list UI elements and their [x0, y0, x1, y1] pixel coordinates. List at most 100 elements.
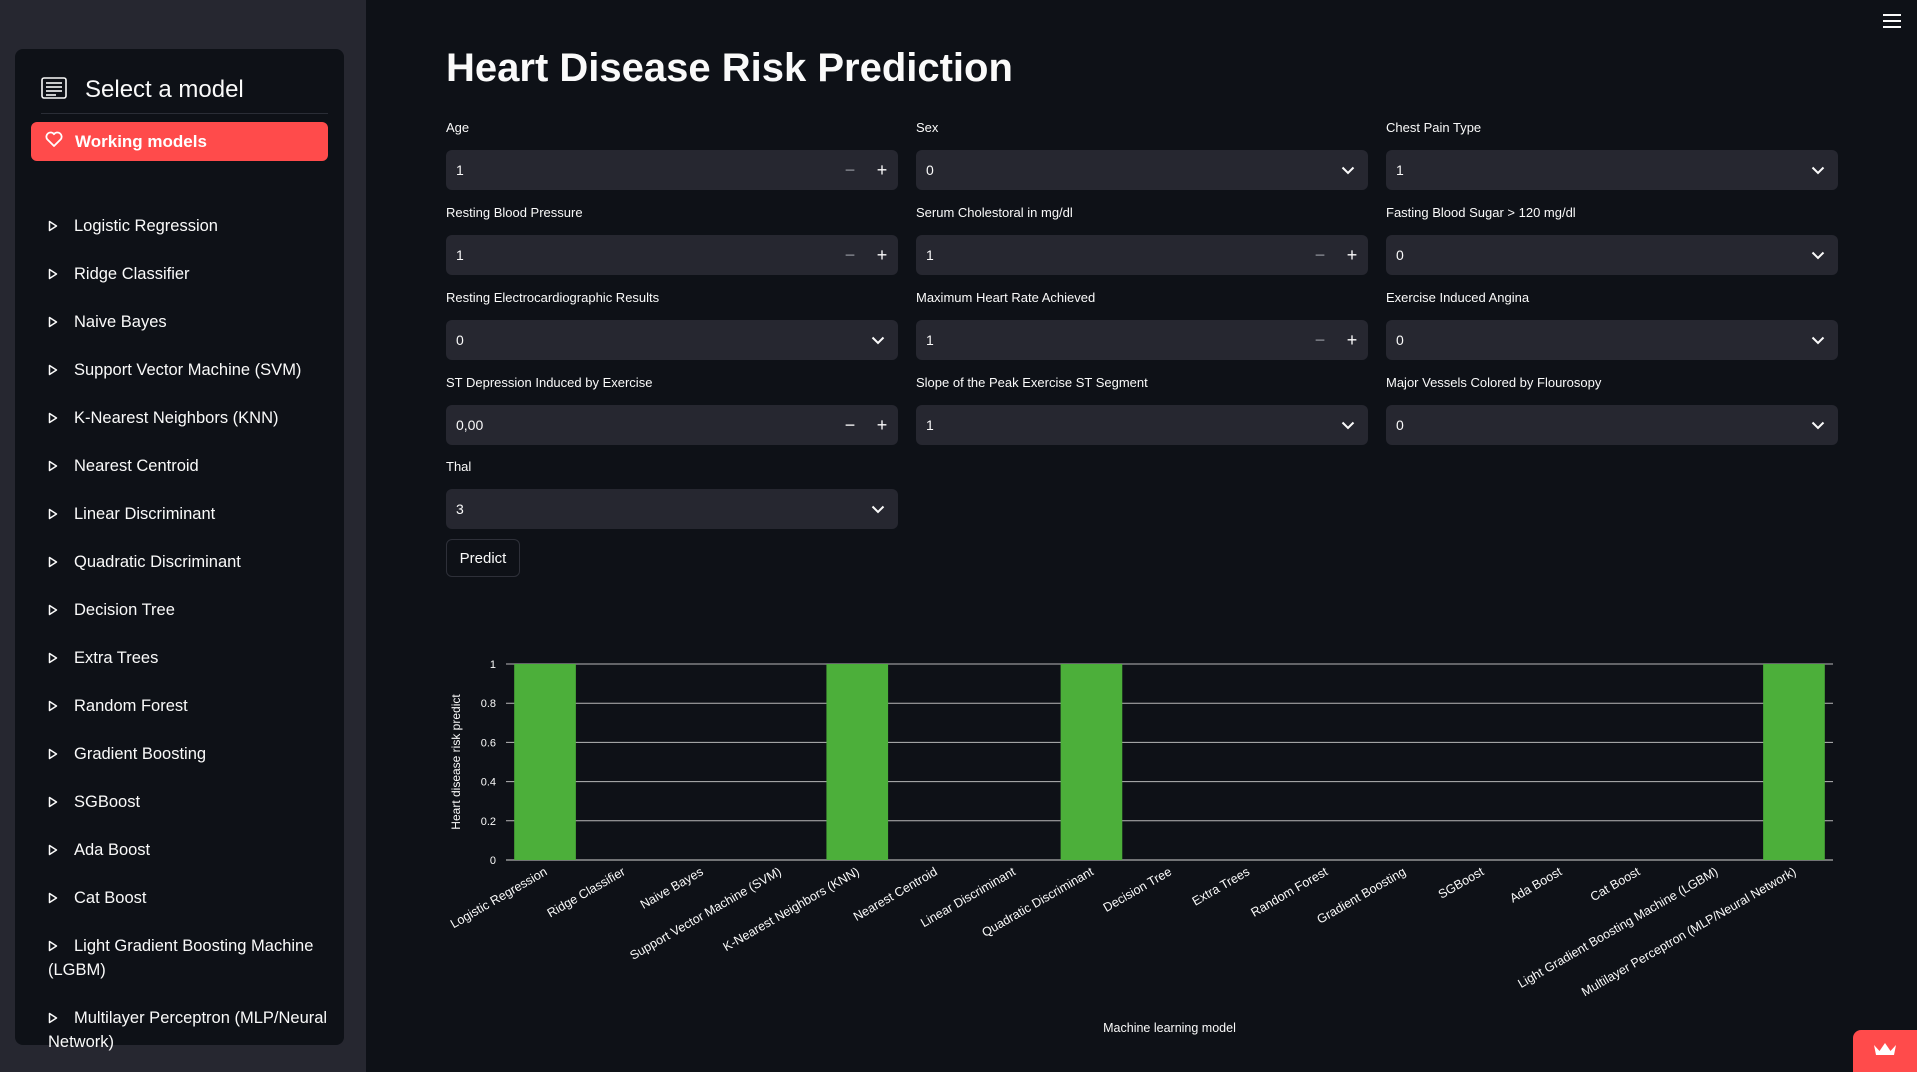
sidebar: Select a model Working models Logistic R… [0, 0, 366, 1072]
play-triangle-icon [48, 358, 60, 382]
increment-button[interactable]: + [1346, 329, 1358, 350]
chevron-down-icon [1798, 150, 1838, 190]
decrement-button[interactable]: − [844, 159, 856, 180]
streamlit-badge[interactable] [1853, 1030, 1917, 1072]
menu-item-label: Nearest Centroid [74, 457, 199, 475]
vessels-select[interactable]: 0 [1386, 405, 1838, 445]
select-value: 0 [926, 162, 934, 178]
heart-icon [45, 131, 63, 152]
thal-select[interactable]: 3 [446, 489, 898, 529]
y-tick-label: 1 [490, 659, 496, 671]
thal-field: Thal 3 [446, 459, 898, 529]
menu-item-label: Random Forest [74, 697, 188, 715]
select-value: 0 [1396, 417, 1404, 433]
menu-item-label: Support Vector Machine (SVM) [74, 361, 302, 379]
field-label: Thal [446, 459, 472, 474]
select-value: 3 [456, 501, 464, 517]
slope-select[interactable]: 1 [916, 405, 1368, 445]
menu-item-label: Ridge Classifier [74, 265, 190, 283]
input-value: 1 [926, 332, 934, 348]
menu-item-multilayer-perceptron-mlp-neural-network[interactable]: Multilayer Perceptron (MLP/Neural Networ… [48, 1006, 338, 1054]
menu-item-gradient-boosting[interactable]: Gradient Boosting [48, 742, 338, 766]
menu-item-cat-boost[interactable]: Cat Boost [48, 886, 338, 910]
menu-item-label: SGBoost [74, 793, 141, 811]
menu-item-label: Multilayer Perceptron (MLP/Neural Networ… [48, 1009, 328, 1051]
y-tick-label: 0.4 [481, 777, 496, 789]
menu-item-linear-discriminant[interactable]: Linear Discriminant [48, 502, 338, 526]
x-tick-label: Ridge Classifier [545, 864, 628, 920]
bar [1763, 664, 1825, 860]
menu-item-label: Cat Boost [74, 889, 147, 907]
field-label: Resting Blood Pressure [446, 205, 583, 220]
x-tick-label: Extra Trees [1190, 864, 1252, 908]
predict-button[interactable]: Predict [446, 539, 520, 577]
field-label: Chest Pain Type [1386, 120, 1482, 135]
increment-button[interactable]: + [1346, 244, 1358, 265]
age-field: Age 1 − + [446, 120, 898, 190]
increment-button[interactable]: + [876, 414, 888, 435]
x-tick-label: Naive Bayes [638, 864, 706, 911]
field-label: Resting Electrocardiographic Results [446, 290, 660, 305]
field-label: Serum Cholestoral in mg/dl [916, 205, 1073, 220]
fasting-sugar-select[interactable]: 0 [1386, 235, 1838, 275]
decrement-button[interactable]: − [844, 244, 856, 265]
field-label: Major Vessels Colored by Flourosopy [1386, 375, 1602, 390]
menu-item-k-nearest-neighbors-knn[interactable]: K-Nearest Neighbors (KNN) [48, 406, 338, 430]
menu-item-ada-boost[interactable]: Ada Boost [48, 838, 338, 862]
sex-select[interactable]: 0 [916, 150, 1368, 190]
cholesterol-input[interactable]: 1 − + [916, 235, 1368, 275]
bar [1060, 664, 1123, 860]
max-hr-input[interactable]: 1 − + [916, 320, 1368, 360]
increment-button[interactable]: + [876, 159, 888, 180]
play-triangle-icon [48, 838, 60, 862]
decrement-button[interactable]: − [1314, 329, 1326, 350]
menu-item-sgboost[interactable]: SGBoost [48, 790, 338, 814]
decrement-button[interactable]: − [844, 414, 856, 435]
play-triangle-icon [48, 502, 60, 526]
select-value: 0 [1396, 247, 1404, 263]
menu-item-logistic-regression[interactable]: Logistic Regression [48, 214, 338, 238]
resting-bp-input[interactable]: 1 − + [446, 235, 898, 275]
menu-item-extra-trees[interactable]: Extra Trees [48, 646, 338, 670]
age-input[interactable]: 1 − + [446, 150, 898, 190]
menu-item-decision-tree[interactable]: Decision Tree [48, 598, 338, 622]
menu-item-quadratic-discriminant[interactable]: Quadratic Discriminant [48, 550, 338, 574]
menu-item-random-forest[interactable]: Random Forest [48, 694, 338, 718]
menu-item-support-vector-machine-svm[interactable]: Support Vector Machine (SVM) [48, 358, 338, 382]
menu-header: Select a model [41, 67, 328, 114]
chevron-down-icon [1328, 405, 1368, 445]
angina-select[interactable]: 0 [1386, 320, 1838, 360]
chest-pain-select[interactable]: 1 [1386, 150, 1838, 190]
chevron-down-icon [858, 489, 898, 529]
play-triangle-icon [48, 646, 60, 670]
menu-item-working-models[interactable]: Working models [31, 122, 328, 161]
play-triangle-icon [48, 550, 60, 574]
chest-pain-field: Chest Pain Type 1 [1386, 120, 1838, 190]
select-value: 1 [926, 417, 934, 433]
hamburger-menu-icon[interactable] [1883, 14, 1901, 32]
st-depression-input[interactable]: 0,00 − + [446, 405, 898, 445]
y-tick-label: 0.2 [481, 816, 496, 828]
chevron-down-icon [1328, 150, 1368, 190]
field-label: ST Depression Induced by Exercise [446, 375, 653, 390]
increment-button[interactable]: + [876, 244, 888, 265]
play-triangle-icon [48, 454, 60, 478]
rest-ecg-select[interactable]: 0 [446, 320, 898, 360]
x-tick-label: Logistic Regression [448, 864, 550, 931]
crown-icon [1872, 1041, 1898, 1062]
fasting-sugar-field: Fasting Blood Sugar > 120 mg/dl 0 [1386, 205, 1838, 275]
menu-item-ridge-classifier[interactable]: Ridge Classifier [48, 262, 338, 286]
menu-item-nearest-centroid[interactable]: Nearest Centroid [48, 454, 338, 478]
play-triangle-icon [48, 790, 60, 814]
menu-item-label: Gradient Boosting [74, 745, 207, 763]
menu-item-light-gradient-boosting-machine-lgbm[interactable]: Light Gradient Boosting Machine (LGBM) [48, 934, 338, 982]
menu-item-naive-bayes[interactable]: Naive Bayes [48, 310, 338, 334]
menu-item-label: Quadratic Discriminant [74, 553, 241, 571]
x-tick-label: K-Nearest Neighbors (KNN) [721, 864, 862, 954]
y-tick-label: 0 [490, 855, 496, 867]
play-triangle-icon [48, 886, 60, 910]
rest-ecg-field: Resting Electrocardiographic Results 0 [446, 290, 898, 360]
menu-item-label: K-Nearest Neighbors (KNN) [74, 409, 279, 427]
decrement-button[interactable]: − [1314, 244, 1326, 265]
chevron-down-icon [1798, 320, 1838, 360]
